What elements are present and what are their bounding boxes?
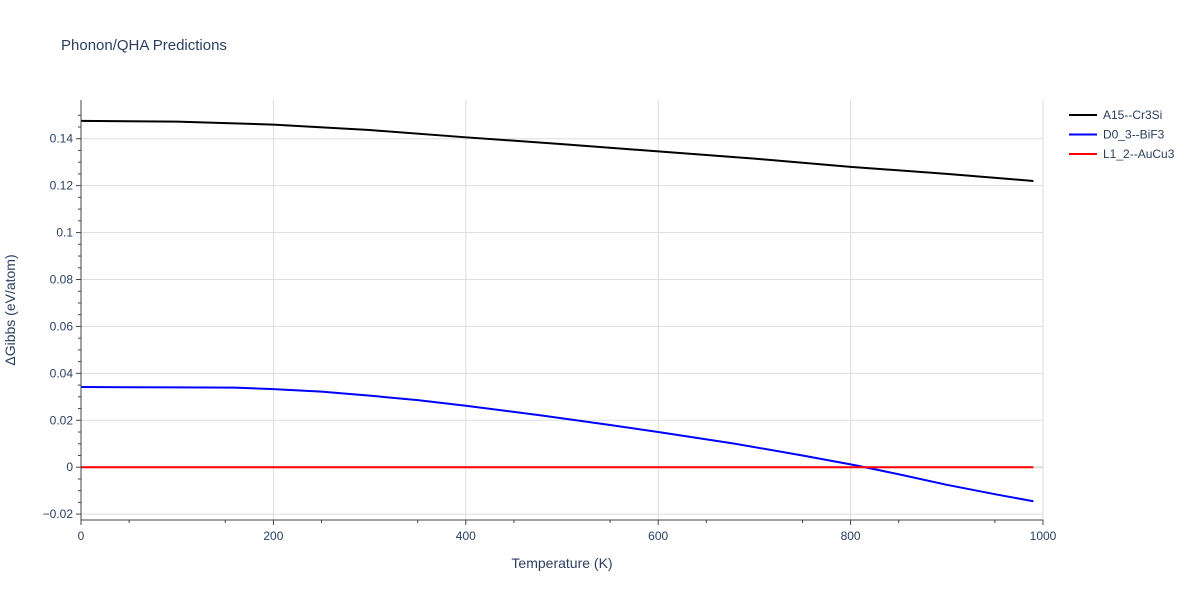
y-tick-label: 0.14	[50, 132, 74, 146]
x-axis-title: Temperature (K)	[511, 555, 612, 571]
series-line-a15-cr3si	[80, 119, 1034, 182]
legend-label: D0_3--BiF3	[1103, 128, 1165, 142]
x-tick-label: 600	[648, 529, 668, 543]
axis-layer: 0 200 400 600 800 1000 −0.02 0 0.02 0.04 0.06 0.08 0…	[43, 100, 1057, 543]
legend-label: A15--Cr3Si	[1103, 108, 1162, 122]
x-tick-label: 800	[841, 529, 861, 543]
x-tick-label: 200	[263, 529, 283, 543]
y-tick-label: 0.06	[50, 319, 74, 333]
series-layer	[80, 119, 1034, 503]
legend: A15--Cr3Si D0_3--BiF3 L1_2--AuCu3	[1069, 108, 1175, 161]
y-tick-label: 0.1	[56, 226, 73, 240]
y-tick-label: 0.12	[50, 179, 74, 193]
x-tick-label: 400	[456, 529, 476, 543]
legend-label: L1_2--AuCu3	[1103, 147, 1175, 161]
y-tick-label: 0	[66, 460, 73, 474]
chart-title: Phonon/QHA Predictions	[61, 37, 227, 54]
grid-layer	[81, 100, 1044, 520]
y-tick-label: 0.08	[50, 272, 74, 286]
y-tick-label: 0.02	[50, 413, 74, 427]
x-tick-label: 0	[78, 529, 85, 543]
y-axis-title: ΔGibbs (eV/atom)	[2, 254, 18, 365]
legend-item[interactable]: L1_2--AuCu3	[1069, 147, 1175, 161]
legend-item[interactable]: D0_3--BiF3	[1069, 128, 1165, 142]
series-line-d0-3-bif3	[80, 385, 1034, 503]
y-tick-label: −0.02	[43, 507, 74, 521]
legend-item[interactable]: A15--Cr3Si	[1069, 108, 1162, 122]
y-tick-label: 0.04	[50, 366, 74, 380]
x-tick-label: 1000	[1030, 529, 1057, 543]
